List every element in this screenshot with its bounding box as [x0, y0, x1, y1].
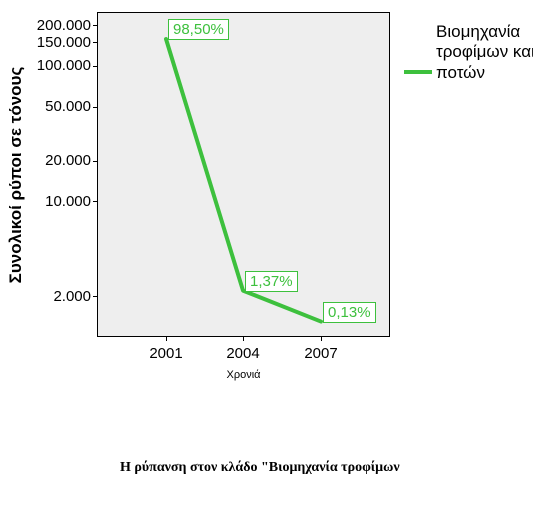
legend-label: Βιομηχανία τροφίμων και ποτών — [436, 22, 533, 83]
y-tick — [93, 201, 97, 202]
y-tick-label: 50.000 — [45, 98, 91, 115]
y-tick — [93, 296, 97, 297]
y-axis-title: Συνολικοί ρύποι σε τόνους — [6, 55, 26, 295]
x-tick-label: 2001 — [141, 345, 191, 362]
data-label: 0,13% — [323, 302, 376, 323]
y-tick — [93, 161, 97, 162]
plot-area — [97, 12, 390, 337]
legend-swatch — [404, 70, 432, 74]
y-tick-label: 150.000 — [37, 34, 91, 51]
x-axis-title: Χρονιά — [97, 369, 390, 381]
data-label: 98,50% — [168, 19, 229, 40]
y-tick — [93, 42, 97, 43]
x-tick — [321, 337, 322, 341]
data-label: 1,37% — [245, 271, 298, 292]
x-tick-label: 2004 — [218, 345, 268, 362]
x-tick-label: 2007 — [296, 345, 346, 362]
y-tick-label: 10.000 — [45, 193, 91, 210]
y-tick-label: 2.000 — [53, 288, 91, 305]
y-tick — [93, 66, 97, 67]
x-tick — [243, 337, 244, 341]
x-tick — [166, 337, 167, 341]
y-tick — [93, 107, 97, 108]
y-tick-label: 200.000 — [37, 17, 91, 34]
y-tick — [93, 25, 97, 26]
chart-container: Συνολικοί ρύποι σε τόνους Χρονιά Βιομηχα… — [0, 0, 533, 509]
chart-caption: Η ρύπανση στον κλάδο "Βιομηχανία τροφίμω… — [120, 460, 400, 476]
y-tick-label: 100.000 — [37, 57, 91, 74]
y-tick-label: 20.000 — [45, 152, 91, 169]
